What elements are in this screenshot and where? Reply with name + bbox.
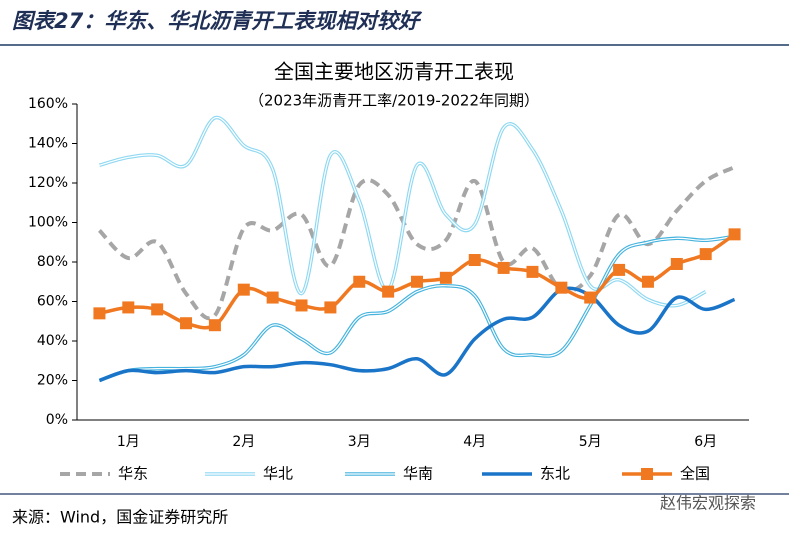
legend-label: 华东: [118, 465, 148, 483]
marker: [439, 271, 452, 284]
y-tick-label: 140%: [28, 136, 68, 152]
series-line-inner: [99, 235, 735, 382]
series-line: [98, 286, 736, 383]
marker: [93, 307, 106, 320]
marker: [411, 275, 423, 288]
marker: [382, 285, 395, 298]
marker: [497, 261, 510, 274]
chart-title: 全国主要地区沥青开工表现: [274, 60, 514, 84]
x-tick-label: 5月: [579, 434, 602, 450]
y-tick-label: 80%: [37, 254, 68, 270]
y-tick-label: 20%: [37, 373, 68, 389]
marker: [641, 275, 654, 288]
series-line: [98, 115, 707, 308]
marker: [208, 319, 221, 332]
x-tick-label: 3月: [348, 434, 371, 450]
legend-label: 全国: [680, 465, 710, 483]
watermark: 赵伟宏观探索: [660, 494, 756, 513]
marker: [728, 228, 741, 241]
marker: [122, 301, 135, 314]
x-tick-label: 6月: [694, 434, 717, 450]
marker: [295, 299, 308, 312]
marker: [151, 303, 164, 316]
y-tick-label: 60%: [37, 294, 68, 310]
y-tick-label: 160%: [28, 96, 68, 112]
x-tick-label: 1月: [117, 434, 140, 450]
marker: [526, 265, 539, 278]
y-tick-label: 40%: [37, 333, 68, 349]
marker: [670, 257, 683, 270]
series-line-inner: [99, 117, 706, 307]
marker: [266, 291, 279, 304]
source: 来源：Wind，国金证券研究所: [12, 508, 228, 527]
legend-label: 华南: [403, 465, 433, 483]
chart-subtitle: （2023年沥青开工率/2019-2022年同期）: [249, 92, 539, 110]
x-tick-label: 4月: [463, 434, 486, 450]
x-tick-label: 2月: [232, 434, 255, 450]
marker: [180, 317, 193, 330]
y-tick-label: 120%: [28, 175, 68, 191]
header: 图表27：华东、华北沥青开工表现相对较好: [12, 9, 422, 33]
y-tick-label: 100%: [28, 215, 68, 231]
marker: [555, 281, 568, 294]
marker: [237, 283, 250, 296]
marker: [613, 263, 626, 276]
legend-label: 华北: [263, 465, 293, 483]
marker: [699, 248, 712, 261]
marker: [584, 291, 597, 304]
marker: [324, 301, 337, 314]
marker: [468, 254, 481, 267]
y-tick-label: 0%: [46, 412, 68, 428]
legend-label: 东北: [540, 465, 570, 483]
legend-marker: [641, 468, 653, 480]
marker: [353, 275, 366, 288]
